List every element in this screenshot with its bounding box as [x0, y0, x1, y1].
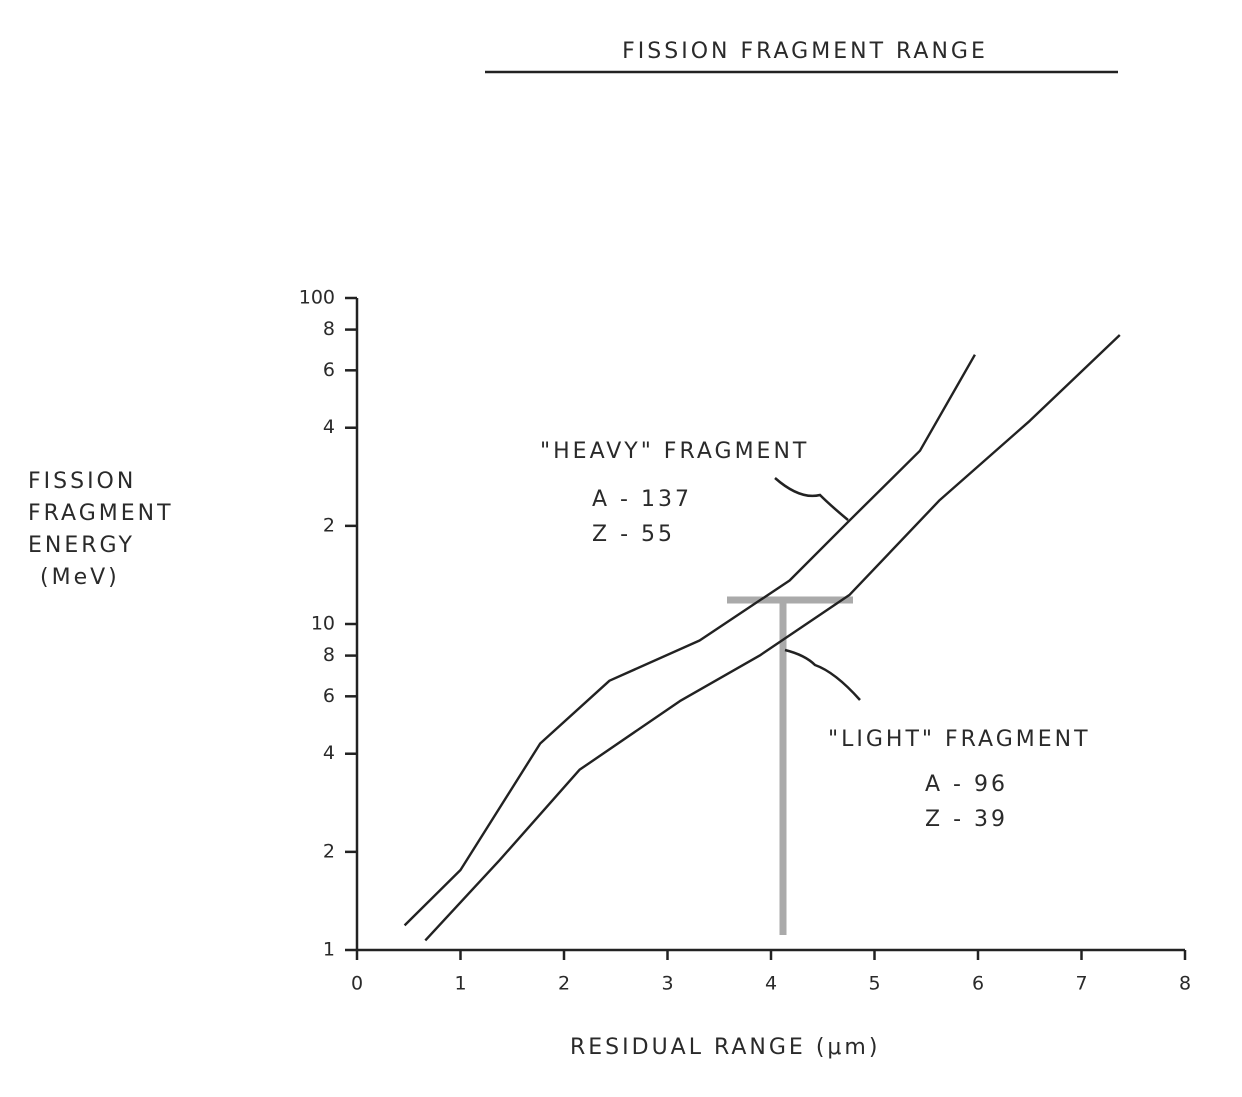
heavy-arrow — [775, 478, 848, 520]
light-arrow — [785, 650, 860, 700]
y-tick-label: 2 — [323, 514, 335, 536]
annotation: A - 96 — [925, 772, 1008, 797]
y-axis-label: (MeV) — [40, 565, 120, 590]
y-tick-label: 4 — [323, 742, 335, 764]
series-line — [425, 335, 1120, 940]
y-tick-label: 2 — [323, 840, 335, 862]
x-tick-label: 7 — [1075, 973, 1087, 995]
x-tick-label: 8 — [1179, 973, 1191, 995]
x-tick-label: 2 — [558, 973, 570, 995]
series-label: "LIGHT" FRAGMENT — [828, 727, 1091, 752]
y-tick-label: 6 — [323, 359, 335, 381]
x-tick-label: 5 — [868, 973, 880, 995]
x-tick-label: 4 — [765, 973, 777, 995]
y-tick-label: 8 — [323, 644, 335, 666]
chart: FISSION FRAGMENT RANGE RESIDUAL RANGE (μ… — [0, 0, 1242, 1097]
y-axis-label: FISSION — [28, 469, 136, 494]
y-tick-label: 100 — [299, 287, 335, 309]
annotation: Z - 55 — [592, 522, 675, 547]
series-label: "HEAVY" FRAGMENT — [540, 439, 809, 464]
x-tick-label: 6 — [972, 973, 984, 995]
x-tick-label: 0 — [351, 973, 363, 995]
y-tick-label: 4 — [323, 416, 335, 438]
chart-title: FISSION FRAGMENT RANGE — [622, 39, 988, 64]
x-tick-label: 3 — [661, 973, 673, 995]
y-tick-label: 8 — [323, 318, 335, 340]
page: {"chart_data": { "type": "line", "title"… — [0, 0, 1242, 1097]
x-tick-label: 1 — [454, 973, 466, 995]
annotation: A - 137 — [592, 487, 692, 512]
y-tick-label: 1 — [323, 939, 335, 961]
y-axis-label: ENERGY — [28, 533, 135, 558]
x-axis-label: RESIDUAL RANGE (μm) — [570, 1035, 880, 1060]
y-axis-label: FRAGMENT — [28, 501, 174, 526]
annotation: Z - 39 — [925, 807, 1008, 832]
y-tick-label: 6 — [323, 685, 335, 707]
y-tick-label: 10 — [311, 613, 335, 635]
